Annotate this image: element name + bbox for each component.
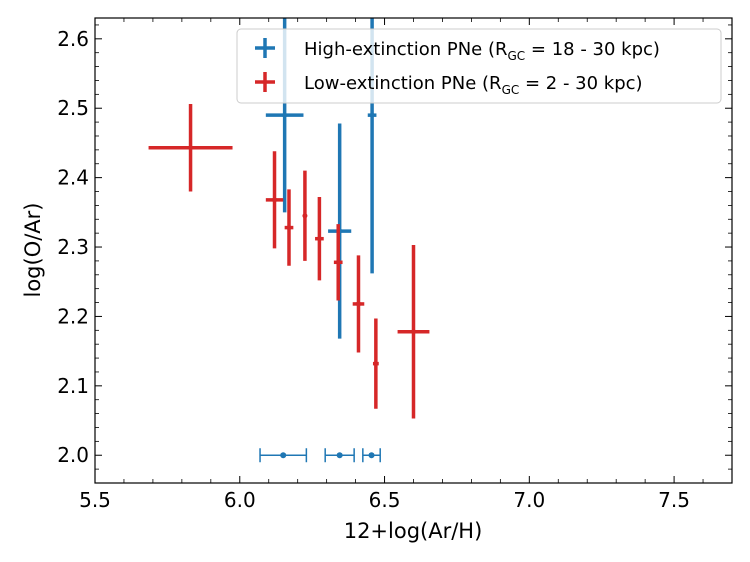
legend-marker-low [255, 72, 275, 92]
legend-box [236, 28, 722, 104]
x-tick-label: 6.0 [224, 488, 256, 512]
y-tick-label: 2.6 [57, 27, 89, 51]
series-typical-x-uncertainty [259, 448, 381, 463]
legend-label-high: High-extinction PNe (RGC = 18 - 30 kpc) [304, 39, 660, 63]
marker [411, 329, 416, 335]
y-tick-label: 2.2 [57, 304, 89, 328]
data-point [265, 151, 284, 249]
data-point [148, 104, 233, 192]
y-tick-label: 2.5 [57, 96, 89, 120]
y-tick-label: 2.3 [57, 235, 89, 259]
y-tick-label: 2.1 [57, 374, 89, 398]
data-point [372, 318, 379, 409]
x-tick-label: 6.5 [369, 488, 401, 512]
marker [335, 259, 341, 265]
x-tick-label: 5.5 [79, 488, 111, 512]
legend-label-low: Low-extinction PNe (RGC = 2 - 30 kpc) [304, 73, 643, 97]
marker [355, 301, 361, 307]
data-point [333, 224, 343, 301]
tick-labels: 5.5 6.0 6.5 7.0 7.5 2.0 2.1 2.2 2.3 2.4 2.5 2.6 [57, 27, 690, 512]
legend-marker-high [255, 38, 275, 58]
marker [368, 452, 375, 459]
marker [369, 112, 375, 118]
data-point [302, 170, 308, 261]
marker [373, 361, 379, 367]
marker [302, 213, 308, 219]
y-tick-label: 2.0 [57, 443, 89, 467]
y-tick-label: 2.4 [57, 166, 89, 190]
marker [286, 225, 292, 231]
data-point [284, 189, 294, 266]
marker [188, 145, 194, 151]
legend: High-extinction PNe (RGC = 18 - 30 kpc) … [236, 28, 722, 104]
series-low-extinction-pne [148, 104, 430, 419]
data-point [324, 448, 355, 463]
data-point [352, 255, 365, 353]
marker [272, 197, 278, 203]
data-point [315, 197, 324, 281]
x-tick-label: 7.0 [513, 488, 545, 512]
marker [280, 452, 287, 459]
marker [316, 236, 322, 242]
data-point [397, 244, 430, 419]
plot-frame [94, 17, 733, 484]
data-point [362, 448, 381, 463]
x-axis-label: 12+log(Ar/H) [344, 519, 483, 543]
marker [282, 112, 288, 118]
data-point [259, 448, 308, 463]
y-axis-label: log(O/Ar) [21, 202, 45, 297]
x-tick-label: 7.5 [658, 488, 690, 512]
marker [336, 452, 343, 459]
